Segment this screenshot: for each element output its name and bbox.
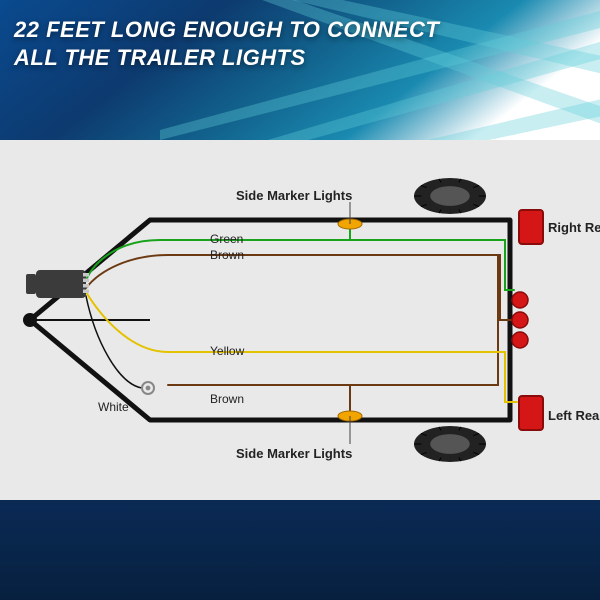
side-marker-label-1: Side Marker Lights <box>236 446 352 461</box>
id-light <box>512 292 528 308</box>
hitch-ball <box>23 313 37 327</box>
hero-line2: ALL THE TRAILER LIGHTS <box>14 44 586 72</box>
tail-light <box>519 210 543 244</box>
footer-band <box>0 500 600 600</box>
tire <box>414 178 486 214</box>
wire-label-green: Green <box>210 232 243 246</box>
id-light <box>512 312 528 328</box>
rear-light-label-0: Right Rear <box>548 220 600 235</box>
wire-label-brown: Brown <box>210 248 244 262</box>
root: 22 FEET LONG ENOUGH TO CONNECT ALL THE T… <box>0 0 600 600</box>
wire-label-brown: Brown <box>210 392 244 406</box>
rear-light-label-1: Left Rear <box>548 408 600 423</box>
id-light <box>512 332 528 348</box>
wire-label-yellow: Yellow <box>210 344 244 358</box>
tire <box>414 426 486 462</box>
hero-banner: 22 FEET LONG ENOUGH TO CONNECT ALL THE T… <box>0 0 600 140</box>
hero-line1: 22 FEET LONG ENOUGH TO CONNECT <box>14 16 586 44</box>
diagram-area: Green Brown Yellow Brown White Side Marker Li… <box>0 140 600 500</box>
side-marker-label-0: Side Marker Lights <box>236 188 352 203</box>
wire-label-white: White <box>98 400 129 414</box>
tail-light <box>519 396 543 430</box>
hero-title: 22 FEET LONG ENOUGH TO CONNECT ALL THE T… <box>14 16 586 71</box>
